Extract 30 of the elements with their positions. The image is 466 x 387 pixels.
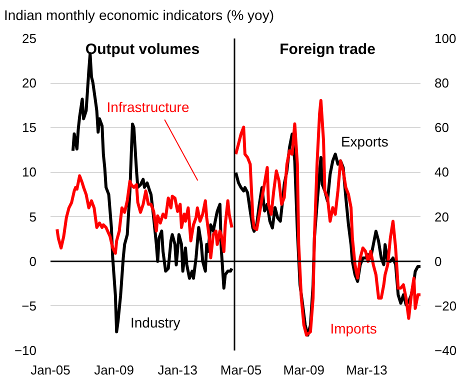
series-label: Industry [130, 314, 180, 330]
y-tick-label: 5 [29, 209, 37, 224]
series-label: Exports [340, 133, 388, 150]
line-series [56, 174, 234, 260]
y-tick-label: 80 [434, 76, 449, 91]
x-tick-label: Mar-05 [220, 362, 262, 378]
text: Infrastructure [106, 99, 190, 116]
y-tick-label: 40 [434, 164, 449, 180]
y-tick-label: 10 [22, 164, 37, 180]
x-tick-label: Jan-05 [30, 362, 70, 378]
chart-subtitle: Output volumes [85, 40, 200, 58]
series-label: Imports [330, 320, 377, 337]
y-tick-label: 20 [22, 76, 37, 91]
y-tick-label: −40 [434, 343, 457, 358]
y-tick-label: 60 [434, 120, 449, 136]
x-tick-label: Jan-09 [94, 362, 134, 378]
chart-title: Indian monthly economic indicators (% yoy) [4, 6, 274, 25]
chart-subtitle: Foreign trade [280, 40, 376, 58]
y-tick-label: 20 [434, 209, 449, 224]
y-tick-label: −10 [14, 343, 37, 358]
y-tick-label: −5 [22, 298, 37, 314]
x-tick-label: Mar-13 [346, 362, 388, 378]
y-tick-label: 15 [22, 120, 37, 136]
y-tick-label: 0 [29, 254, 37, 269]
x-tick-label: Mar-09 [283, 362, 324, 378]
x-tick-label: Jan-13 [158, 362, 198, 378]
y-tick-label: −20 [434, 298, 457, 314]
y-tick-label: 25 [22, 31, 37, 46]
y-tick-label: 100 [434, 31, 456, 46]
y-tick-label: 0 [434, 254, 442, 269]
